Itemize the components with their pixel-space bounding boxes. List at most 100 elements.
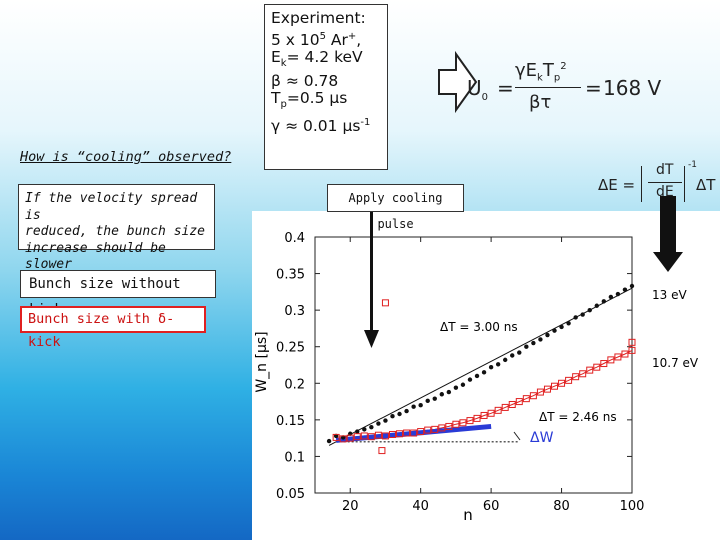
voltage-formula: U0 = γEkTp2 βτ = 168 V	[467, 58, 661, 120]
velocity-line-3: increase should be slower	[25, 240, 166, 273]
point-with-kick	[445, 422, 453, 430]
formula-lhs: U0	[467, 76, 489, 103]
plot-area	[314, 236, 633, 494]
point-with-kick	[374, 431, 382, 439]
point-with-kick	[600, 360, 608, 368]
point-with-kick	[494, 406, 502, 414]
point-with-kick	[515, 398, 523, 406]
de-abs-left	[641, 166, 643, 202]
point-with-kick	[529, 392, 537, 400]
outlier-point	[628, 338, 636, 346]
de-abs-right	[684, 166, 686, 202]
point-no-kick	[488, 364, 494, 370]
point-with-kick	[543, 385, 551, 393]
point-with-kick	[487, 409, 495, 417]
point-no-kick	[362, 427, 367, 432]
point-no-kick	[355, 429, 360, 434]
point-no-kick	[615, 291, 621, 297]
point-no-kick	[418, 403, 423, 408]
point-no-kick	[531, 340, 536, 346]
point-no-kick	[439, 392, 444, 397]
legend-no-kick: Bunch size without kick	[20, 270, 216, 318]
velocity-spread-box: If the velocity spread is reduced, the b…	[18, 184, 215, 272]
point-no-kick	[510, 353, 515, 358]
point-with-kick	[381, 432, 389, 440]
outlier-point	[378, 447, 386, 455]
formula-denominator: βτ	[529, 92, 552, 113]
y-tick-label: 0.2	[284, 377, 305, 392]
de-fraction-bar	[648, 182, 682, 183]
point-no-kick	[376, 421, 381, 426]
point-no-kick	[538, 337, 543, 342]
point-with-kick	[522, 395, 530, 403]
exp-line-1: Experiment:	[271, 9, 366, 27]
experiment-box: Experiment: 5 x 105 Ar+, Ek= 4.2 keV β ≈…	[264, 4, 388, 170]
point-with-kick	[579, 370, 587, 378]
formula-numerator: γEkTp2	[515, 60, 567, 84]
point-no-kick	[481, 370, 487, 375]
point-with-kick	[403, 429, 411, 437]
exp-line-3: Ek= 4.2 keV	[271, 48, 363, 70]
point-with-kick	[593, 363, 601, 371]
outlier-point	[381, 299, 389, 307]
point-no-kick	[425, 398, 430, 404]
velocity-line-1: If the velocity spread is	[25, 191, 198, 223]
point-no-kick	[545, 332, 550, 338]
point-with-kick	[466, 417, 474, 425]
point-with-kick	[508, 400, 516, 408]
point-with-kick	[565, 376, 573, 384]
point-with-kick	[367, 433, 375, 441]
point-with-kick	[551, 382, 559, 390]
point-with-kick	[628, 346, 636, 354]
point-with-kick	[396, 430, 404, 438]
formula-result: 168 V	[603, 76, 662, 100]
point-no-kick	[524, 344, 529, 349]
point-with-kick	[607, 356, 615, 364]
point-with-kick	[417, 428, 425, 436]
point-no-kick	[460, 382, 466, 387]
formula-fraction-bar	[515, 87, 581, 88]
exp-line-4: β ≈ 0.78	[271, 71, 339, 90]
point-with-kick	[410, 429, 418, 437]
x-tick-label: 80	[553, 499, 570, 514]
point-with-kick	[332, 433, 340, 441]
point-no-kick	[467, 377, 473, 382]
down-arrow-icon-de	[653, 196, 683, 272]
point-no-kick	[517, 350, 522, 355]
y-axis-label: W_n [µs]	[254, 331, 270, 392]
point-with-kick	[353, 433, 361, 441]
x-tick-label: 40	[412, 499, 429, 514]
annotation-13ev: 13 eV	[652, 288, 687, 302]
point-with-kick	[614, 353, 622, 361]
point-no-kick	[573, 315, 578, 320]
point-with-kick	[558, 379, 566, 387]
point-with-kick	[501, 403, 509, 411]
dw-leader	[513, 431, 521, 441]
point-no-kick	[601, 299, 607, 304]
point-no-kick	[383, 418, 388, 423]
x-tick-label: 60	[483, 499, 500, 514]
point-with-kick	[459, 419, 467, 427]
y-tick-label: 0.1	[284, 450, 305, 465]
point-with-kick	[480, 411, 488, 419]
exp-line-5: Tp=0.5 µs	[271, 89, 348, 111]
point-with-kick	[452, 420, 460, 428]
de-rhs: ΔT	[696, 176, 716, 194]
de-sup: -1	[688, 160, 697, 170]
point-with-kick	[431, 425, 439, 433]
point-no-kick	[446, 389, 452, 395]
point-no-kick	[580, 312, 585, 317]
point-with-kick	[360, 432, 368, 440]
point-with-kick	[388, 430, 396, 438]
point-no-kick	[559, 324, 564, 330]
point-with-kick	[438, 424, 446, 432]
y-tick-label: 0.4	[284, 231, 305, 246]
y-tick-label: 0.35	[276, 268, 305, 283]
point-no-kick	[629, 283, 635, 289]
point-with-kick	[536, 388, 544, 396]
cooling-question: How is “cooling” observed?	[20, 149, 232, 165]
exp-line-6: γ ≈ 0.01 µs-1	[271, 116, 371, 135]
point-with-kick	[586, 366, 594, 374]
velocity-line-2: reduced, the bunch size	[25, 224, 206, 239]
point-no-kick	[622, 287, 628, 292]
